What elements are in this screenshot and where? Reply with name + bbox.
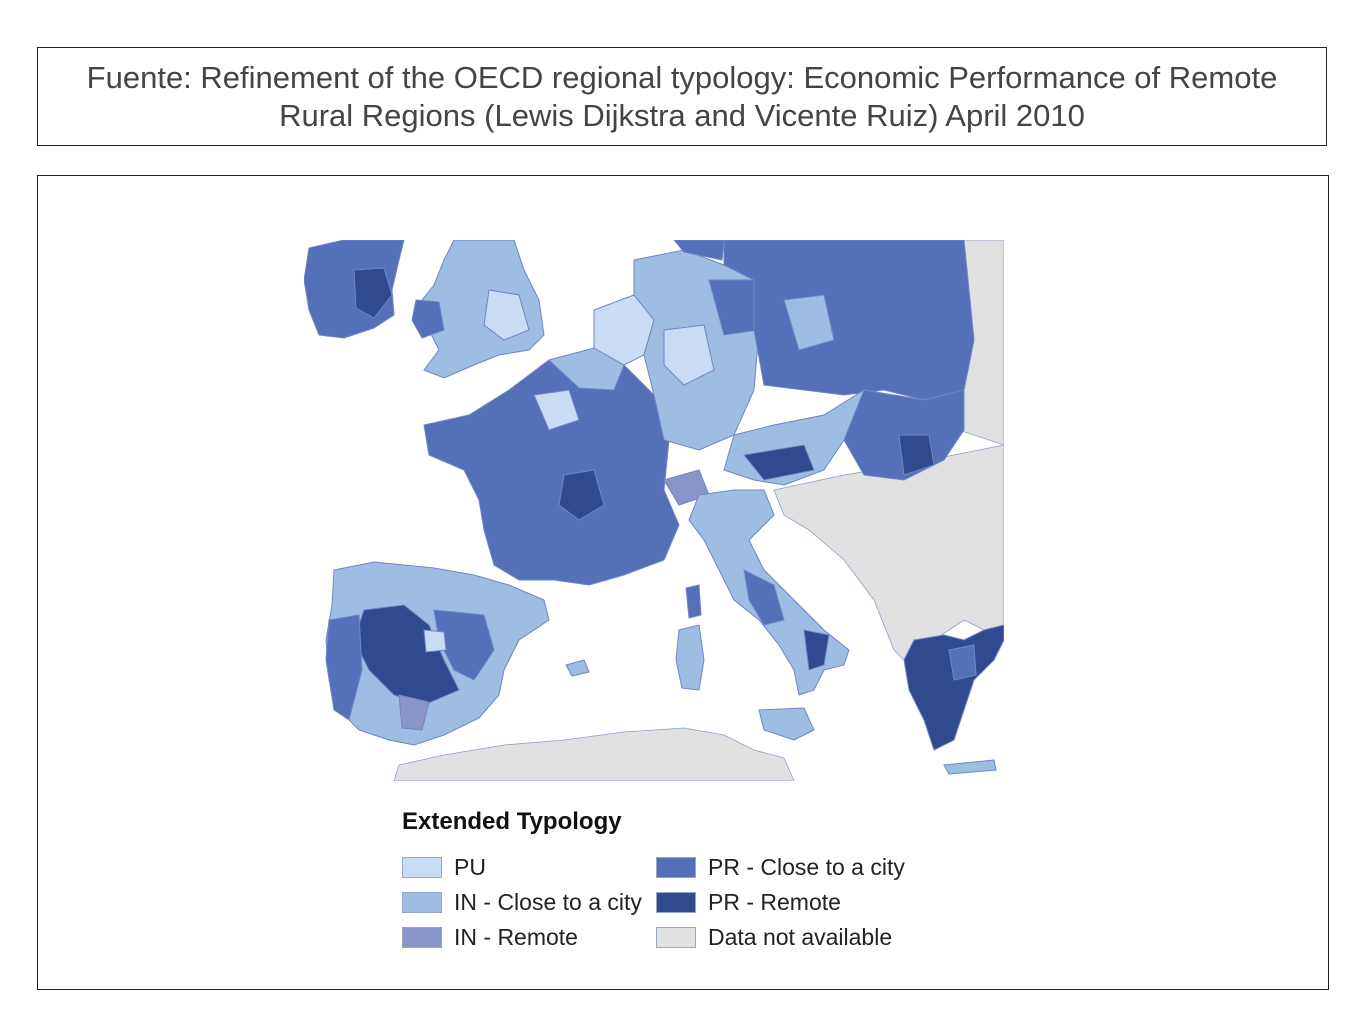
region-corsica [685, 584, 702, 619]
legend-swatch-pu [402, 857, 442, 878]
region-france-north [547, 347, 625, 391]
region-london [483, 289, 530, 341]
region-sardinia [675, 624, 705, 691]
legend-swatch-in-remote [402, 927, 442, 948]
legend-label: Data not available [708, 924, 893, 950]
region-ireland [304, 240, 405, 339]
region-poland-urban [783, 294, 835, 351]
region-portugal [325, 614, 363, 721]
legend-label: IN - Remote [454, 924, 578, 950]
map-svg [304, 240, 1004, 781]
legend-label: IN - Close to a city [454, 889, 642, 915]
region-italy-south-remote [803, 629, 830, 671]
region-poland [723, 240, 975, 401]
region-great-britain [413, 240, 545, 379]
map-frame [37, 175, 1329, 990]
legend: Extended Typology PU IN - Close to a cit… [402, 808, 962, 958]
legend-item-in-remote: IN - Remote [402, 924, 578, 951]
region-france-remote [558, 469, 605, 521]
region-crete [943, 759, 997, 775]
region-south-rural [398, 694, 430, 731]
region-sicily [758, 707, 815, 741]
region-ireland-inner [353, 267, 393, 319]
legend-item-in-close: IN - Close to a city [402, 889, 642, 916]
caption-text: Fuente: Refinement of the OECD regional … [86, 59, 1278, 133]
legend-item-no-data: Data not available [656, 924, 892, 951]
region-italy-rural [743, 569, 785, 626]
region-alps-remote [743, 444, 815, 481]
legend-swatch-pr-close [656, 857, 696, 878]
legend-label: PU [454, 854, 486, 880]
legend-item-pu: PU [402, 854, 486, 881]
legend-label: PR - Close to a city [708, 854, 905, 880]
legend-swatch-no-data [656, 927, 696, 948]
legend-item-pr-remote: PR - Remote [656, 889, 841, 916]
region-greece-close [948, 644, 977, 681]
caption-box: Fuente: Refinement of the OECD regional … [37, 47, 1327, 146]
region-balearics [565, 659, 590, 677]
region-germany-urban [663, 324, 715, 386]
region-paris [533, 389, 580, 431]
legend-item-pr-close: PR - Close to a city [656, 854, 905, 881]
legend-label: PR - Remote [708, 889, 841, 915]
land-no-data-africa [393, 727, 795, 781]
legend-swatch-pr-remote [656, 892, 696, 913]
region-madrid [423, 629, 447, 653]
legend-swatch-in-close [402, 892, 442, 913]
regional-typology-map [304, 240, 1004, 781]
region-romania-remote [898, 434, 935, 476]
legend-title: Extended Typology [402, 808, 622, 835]
region-greece [903, 624, 1004, 751]
region-denmark [673, 240, 725, 261]
region-wales [411, 299, 445, 339]
